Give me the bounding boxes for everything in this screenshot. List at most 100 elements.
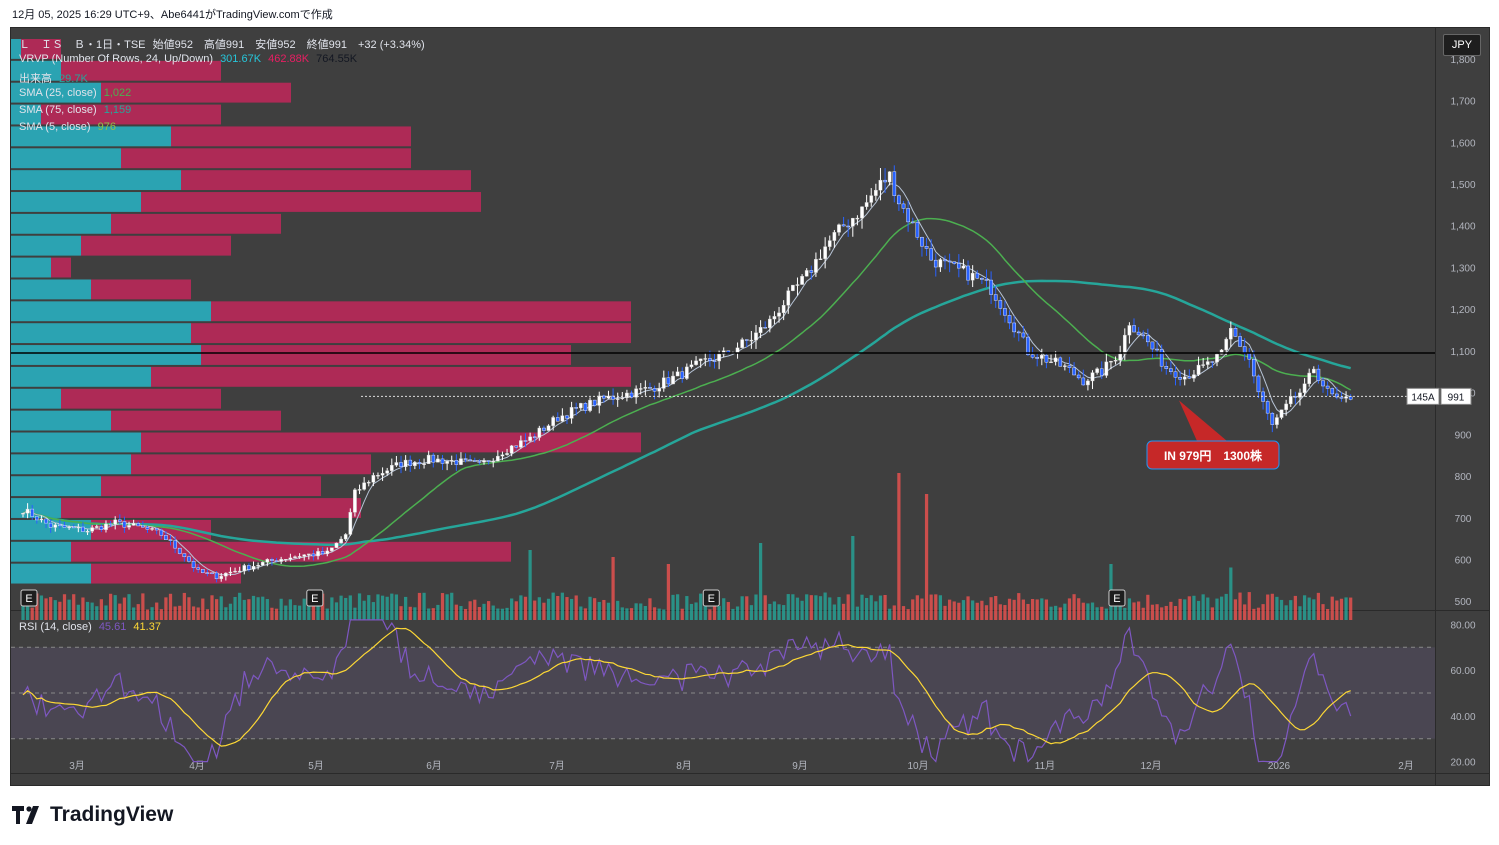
candle-up [643,387,648,389]
earnings-marker[interactable] [306,589,324,607]
candle-up [795,284,800,286]
candle-down [989,279,993,295]
vrvp-down-bar [91,563,241,584]
chart-frame[interactable]: 5006007008009001,0001,1001,2001,3001,400… [10,27,1490,786]
candle-up [781,305,786,314]
legend-volume-row[interactable]: 出来高 29.7K [19,70,92,86]
vrvp-down-bar [131,454,371,475]
candle-up [1118,353,1122,361]
entry-callout[interactable] [1146,440,1280,470]
candle-down [943,259,947,262]
legend-vrvp-row[interactable]: VRVP (Number Of Rows, 24, Up/Down) 301.6… [19,53,361,65]
candle-down [1187,376,1192,379]
candle-up [39,518,44,521]
volume-bar [998,604,1002,620]
candle-down [1164,366,1169,369]
price-tick-label: 500 [1455,597,1472,608]
candle-up [1229,328,1233,340]
candle-up [389,465,394,471]
legend-sma25-row[interactable]: SMA (25, close) 1,022 [19,87,135,99]
candle-up [307,553,311,556]
candle-down [1016,331,1021,334]
volume-bar [938,595,943,620]
vrvp-up-bar [11,39,21,59]
volume-bar [1063,603,1067,620]
legend-rsi-row[interactable]: RSI (14, close) 45.61 41.37 [19,621,165,633]
volume-bar [72,594,76,620]
candle-down [58,524,62,527]
volume-bar [316,605,320,620]
candle-down [408,459,413,467]
candle-up [25,508,30,514]
volume-bar [339,595,343,620]
vrvp-down-bar [181,170,471,191]
volume-bar [450,592,454,620]
candle-down [71,526,76,529]
candle-down [1335,393,1339,398]
candle-up [772,316,777,320]
volume-bar [159,609,163,620]
candle-up [385,470,390,474]
vrvp-down-bar [41,104,221,125]
volume-bar [648,598,652,620]
candle-down [164,535,168,540]
volume-bar [279,598,283,620]
candle-down [910,221,915,224]
volume-bar [182,592,186,620]
candle-up [219,575,224,580]
volume-bar [1012,599,1016,620]
volume-bar [897,473,901,620]
currency-button[interactable]: JPY [1443,34,1481,56]
candle-up [874,189,878,196]
vrvp-up-bar [11,366,151,387]
candle-up [1275,417,1279,425]
symbol-label[interactable]: Ｌ ＩＳ Ｂ・1日・TSE [19,39,146,51]
volume-bar [883,594,887,620]
candle-down [136,523,141,527]
candle-up [302,554,307,557]
volume-bar [754,594,758,620]
candle-down [1159,349,1164,367]
volume-bar [795,597,800,620]
volume-bar [924,494,929,620]
time-tick-label: 5月 [308,760,324,772]
volume-bar [376,594,380,620]
earnings-marker[interactable] [1108,589,1126,607]
price-chart[interactable]: 5006007008009001,0001,1001,2001,3001,400… [11,28,1489,785]
vrvp-down-bar [51,257,71,278]
vrvp-down-bar [91,279,191,300]
candle-up [293,556,297,559]
volume-bar [436,604,440,620]
volume-bar [224,607,228,620]
volume-bar [800,600,804,620]
candle-down [1021,332,1026,338]
volume-bar [90,602,94,620]
volume-bar [1160,607,1164,620]
volume-bar [417,592,422,620]
candle-down [1067,365,1072,368]
volume-bar [569,598,574,620]
candle-up [403,459,408,467]
candle-down [196,567,200,570]
volume-bar [62,594,67,620]
candle-up [1086,380,1090,386]
volume-bar [307,598,311,620]
earnings-marker[interactable] [702,589,720,607]
entry-callout-text: IN 979円 1300株 [1164,448,1263,463]
volume-bar [1293,595,1297,620]
candle-up [21,512,25,515]
price-tick-label: 1,800 [1450,55,1475,66]
legend-sma75-row[interactable]: SMA (75, close) 1,159 [19,104,135,116]
volume-bar [593,598,597,620]
candle-down [514,445,519,448]
candle-down [210,572,214,574]
volume-bar [1316,592,1321,620]
volume-bar [1210,607,1214,620]
earnings-marker[interactable] [20,589,38,607]
candle-down [1081,377,1086,386]
candle-down [975,272,980,279]
candle-up [297,556,302,558]
legend-sma5-row[interactable]: SMA (5, close) 976 [19,121,120,133]
tradingview-logo[interactable]: TradingView [12,803,173,827]
volume-bar [629,608,634,620]
